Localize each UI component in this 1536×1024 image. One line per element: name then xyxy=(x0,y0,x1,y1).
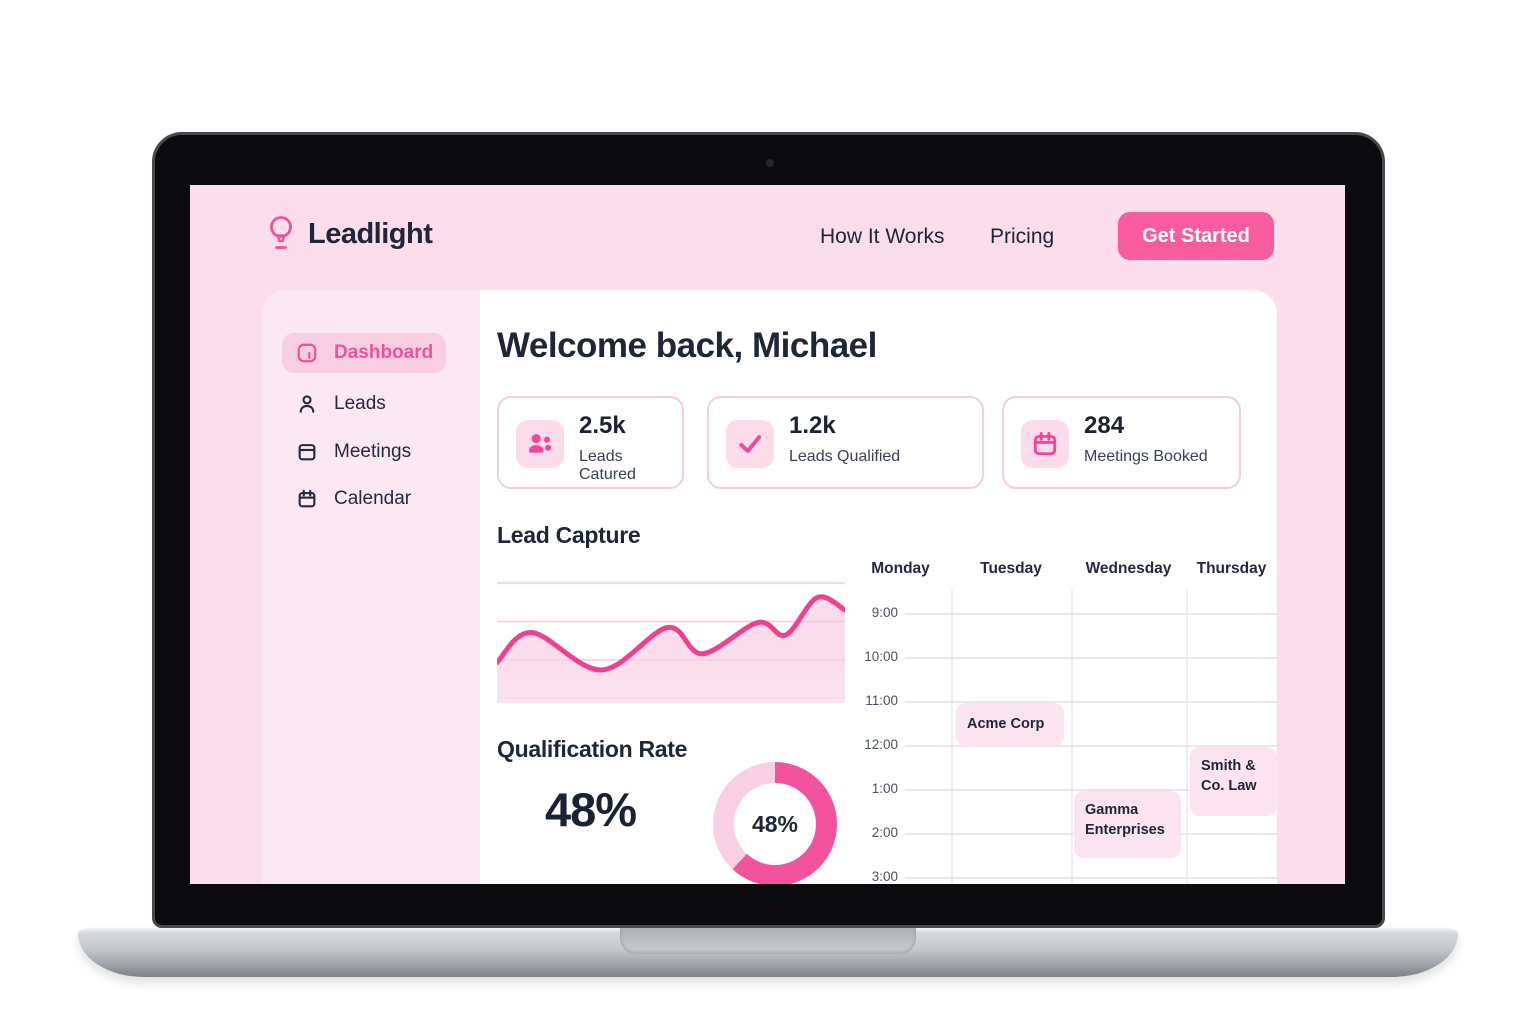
dashboard-icon xyxy=(297,343,317,363)
get-started-button[interactable]: Get Started xyxy=(1118,212,1274,260)
stat-icon-chip xyxy=(516,420,564,468)
stat-value: 1.2k xyxy=(789,412,836,439)
stat-label: Leads Catured xyxy=(579,448,636,483)
calendar-gridline xyxy=(1071,590,1073,884)
line-chart-area xyxy=(497,596,845,703)
calendar-time-label: 2:00 xyxy=(871,825,898,840)
lead-capture-line-chart xyxy=(497,582,845,703)
person-icon xyxy=(299,395,315,413)
sidebar-item-label: Dashboard xyxy=(334,342,434,363)
stat-card-meetings-booked: 284 Meetings Booked xyxy=(1002,396,1241,489)
calendar-day-header: Tuesday xyxy=(980,560,1042,577)
check-icon xyxy=(739,435,762,453)
calendar-gridline xyxy=(905,789,1277,791)
calendar-time-label: 10:00 xyxy=(864,649,898,664)
calendar-panel: Monday Tuesday Wednesday Thursday 9:00 1… xyxy=(850,528,1277,884)
lightbulb-icon xyxy=(270,216,292,249)
stat-label: Meetings Booked xyxy=(1084,448,1208,465)
calendar-time-label: 12:00 xyxy=(864,737,898,752)
calendar-gridline xyxy=(1186,590,1188,884)
calendar-time-label: 1:00 xyxy=(871,781,898,796)
calendar-gridline xyxy=(905,877,1277,879)
calendar-day-header: Monday xyxy=(871,560,930,577)
users-icon xyxy=(529,434,552,453)
stat-card-leads-qualified: 1.2k Leads Qualified xyxy=(707,396,984,489)
calendar-icon xyxy=(1033,431,1057,456)
calendar-event[interactable]: Acme Corp xyxy=(956,703,1064,746)
qualification-rate-value: 48% xyxy=(545,783,637,836)
laptop-bezel: Leadlight How It Works Pricing Get Start… xyxy=(152,132,1385,928)
window-icon xyxy=(298,444,316,461)
laptop-base xyxy=(78,928,1458,977)
calendar-gridline xyxy=(905,745,1277,747)
calendar-icon xyxy=(298,489,316,508)
sidebar-item-label: Leads xyxy=(334,393,386,414)
laptop-screen: Leadlight How It Works Pricing Get Start… xyxy=(190,185,1345,884)
calendar-event[interactable]: Smith & Co. Law xyxy=(1190,747,1277,816)
stat-card-leads-captured: 2.5k Leads Catured xyxy=(497,396,684,489)
sidebar-item-label: Calendar xyxy=(334,488,412,509)
donut-center-label: 48% xyxy=(734,783,816,865)
brand: Leadlight xyxy=(266,212,433,256)
stat-icon-chip xyxy=(726,420,774,468)
stat-value: 2.5k xyxy=(579,412,626,439)
lead-capture-title: Lead Capture xyxy=(497,522,641,548)
line-chart-stroke xyxy=(497,594,845,673)
sidebar-item-calendar[interactable]: Calendar xyxy=(282,479,460,519)
calendar-gridline xyxy=(951,590,953,884)
calendar-time-label: 3:00 xyxy=(871,869,898,884)
sidebar-item-meetings[interactable]: Meetings xyxy=(282,432,460,472)
webcam-icon xyxy=(766,159,774,167)
laptop-base-notch xyxy=(620,928,916,954)
calendar-time-label: 9:00 xyxy=(871,605,898,620)
stat-value: 284 xyxy=(1084,412,1125,439)
stat-icon-chip xyxy=(1021,420,1069,468)
qualification-donut-chart: 48% xyxy=(713,762,837,884)
brand-name: Leadlight xyxy=(308,217,433,250)
calendar-day-header: Wednesday xyxy=(1085,560,1172,577)
sidebar-item-leads[interactable]: Leads xyxy=(282,384,460,424)
calendar-gridline xyxy=(905,613,1277,615)
calendar-gridline xyxy=(905,701,1277,703)
sidebar: Dashboard Leads Meet xyxy=(262,290,480,884)
nav-pricing[interactable]: Pricing xyxy=(990,225,1055,248)
sidebar-item-dashboard[interactable]: Dashboard xyxy=(282,333,446,373)
nav-how-it-works[interactable]: How It Works xyxy=(820,225,945,248)
sidebar-item-label: Meetings xyxy=(334,441,412,462)
page-title: Welcome back, Michael xyxy=(497,326,877,365)
calendar-event[interactable]: Gamma Enterprises xyxy=(1074,791,1181,858)
calendar-time-label: 11:00 xyxy=(865,693,898,708)
qualification-rate-title: Qualification Rate xyxy=(497,736,688,762)
stat-label: Leads Qualified xyxy=(789,448,901,465)
calendar-day-header: Thursday xyxy=(1196,560,1267,577)
calendar-gridline xyxy=(905,657,1277,659)
